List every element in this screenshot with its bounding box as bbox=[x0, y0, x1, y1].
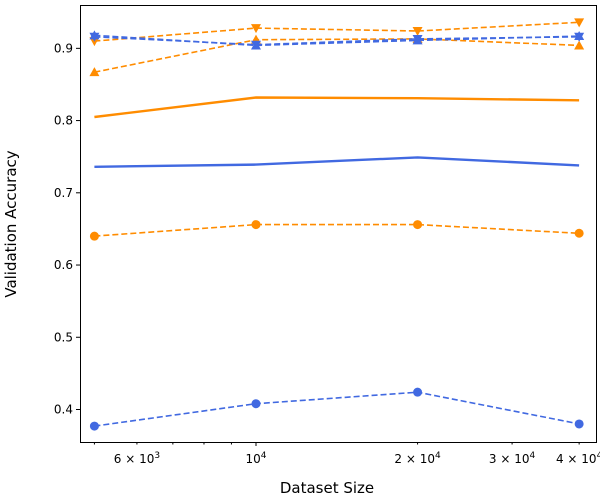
data-point bbox=[413, 387, 423, 397]
y-tick-label: 0.4 bbox=[54, 402, 73, 416]
data-point bbox=[251, 220, 261, 230]
x-tick-label: 104 bbox=[245, 451, 266, 466]
data-point bbox=[89, 30, 100, 40]
data-point bbox=[89, 231, 99, 241]
series-0 bbox=[94, 96, 580, 119]
y-tick-label: 0.6 bbox=[54, 258, 73, 272]
data-point bbox=[574, 419, 584, 429]
x-tick-label-base: 6 × 10 bbox=[114, 452, 155, 466]
series-2 bbox=[89, 220, 584, 241]
data-point bbox=[89, 421, 99, 431]
x-tick-label-base: 4 × 10 bbox=[556, 452, 597, 466]
y-axis: 0.4 0.5 0.6 0.7 0.8 0.9 bbox=[54, 41, 80, 416]
x-axis-title: Dataset Size bbox=[280, 479, 374, 497]
series-6 bbox=[89, 32, 585, 50]
x-tick-label-exponent: 4 bbox=[597, 451, 600, 461]
data-point bbox=[574, 40, 585, 50]
series-line bbox=[94, 34, 580, 47]
series-5 bbox=[89, 33, 585, 77]
y-tick-label: 0.8 bbox=[54, 114, 73, 128]
data-point bbox=[412, 35, 423, 45]
x-tick-label-exponent: 4 bbox=[261, 451, 267, 461]
x-tick-label: 3 × 104 bbox=[489, 451, 536, 466]
data-point bbox=[574, 31, 585, 41]
x-tick-label-base: 10 bbox=[245, 452, 260, 466]
series-line bbox=[94, 156, 580, 168]
series-1 bbox=[94, 156, 580, 168]
series-line bbox=[94, 391, 580, 427]
x-tick-label-exponent: 4 bbox=[530, 451, 536, 461]
series-line bbox=[94, 36, 580, 46]
x-tick-label: 2 × 104 bbox=[394, 451, 441, 466]
series-line bbox=[94, 21, 580, 42]
plot-area bbox=[89, 18, 585, 431]
data-point bbox=[412, 27, 423, 37]
series-3 bbox=[89, 387, 584, 431]
y-tick-label: 0.9 bbox=[54, 41, 73, 55]
series-4 bbox=[89, 18, 585, 47]
x-tick-label-exponent: 3 bbox=[154, 451, 160, 461]
x-tick-label-base: 3 × 10 bbox=[489, 452, 530, 466]
x-tick-label: 6 × 103 bbox=[114, 451, 160, 466]
series-line bbox=[94, 223, 580, 237]
y-tick-label: 0.5 bbox=[54, 330, 73, 344]
data-point bbox=[413, 220, 423, 230]
series-7 bbox=[89, 30, 585, 50]
data-point bbox=[574, 18, 585, 28]
data-point bbox=[251, 399, 261, 409]
data-point bbox=[250, 40, 261, 50]
x-tick-label: 4 × 104 bbox=[556, 451, 600, 466]
x-axis: 6 × 103 104 2 × 104 3 × 104 4 × 104 bbox=[93, 442, 600, 466]
data-point bbox=[250, 24, 261, 34]
x-tick-label-exponent: 4 bbox=[435, 451, 441, 461]
series-line bbox=[94, 96, 580, 119]
series-line bbox=[94, 38, 580, 73]
data-point bbox=[574, 228, 584, 238]
data-point bbox=[89, 67, 100, 77]
x-tick-label-base: 2 × 10 bbox=[394, 452, 435, 466]
y-tick-label: 0.7 bbox=[54, 186, 73, 200]
plot-frame bbox=[80, 5, 597, 443]
y-axis-title: Validation Accuracy bbox=[2, 150, 20, 297]
